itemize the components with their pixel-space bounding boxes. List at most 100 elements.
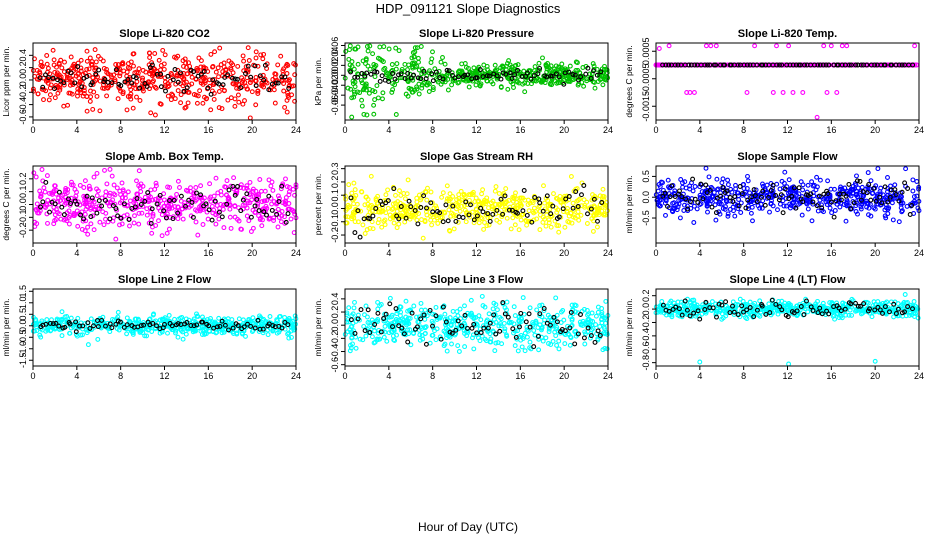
data-point: [113, 321, 119, 327]
data-point: [768, 187, 774, 193]
data-point: [100, 209, 106, 215]
data-point: [790, 62, 796, 68]
data-point: [899, 189, 905, 195]
data-point: [163, 215, 169, 221]
data-point: [363, 56, 369, 62]
data-point: [245, 63, 251, 69]
data-point: [561, 81, 567, 87]
data-point: [97, 219, 103, 225]
data-point: [272, 100, 278, 106]
data-point: [732, 213, 738, 219]
data-point: [53, 320, 59, 326]
data-point: [679, 194, 685, 200]
data-point: [844, 43, 850, 49]
data-point: [736, 203, 742, 209]
data-point: [885, 189, 890, 195]
data-point: [357, 234, 363, 240]
y-axis: -0.6-0.4-0.20.00.20.4: [18, 49, 33, 125]
data-point: [219, 106, 225, 112]
data-point: [430, 49, 435, 55]
data-point: [177, 185, 182, 190]
data-point: [134, 191, 140, 197]
x-tick-label: 24: [291, 371, 301, 381]
data-point: [206, 207, 212, 213]
data-point: [263, 319, 269, 324]
data-point: [284, 71, 290, 76]
data-point: [500, 300, 506, 306]
data-point: [418, 197, 424, 203]
data-point: [68, 70, 74, 76]
data-point: [591, 196, 597, 202]
y-axis-label: ml/min per min.: [313, 298, 323, 356]
data-point: [89, 62, 95, 68]
data-point: [136, 210, 142, 216]
data-point: [914, 179, 920, 184]
data-point: [346, 204, 352, 210]
panel-title: Slope Li-820 Pressure: [419, 28, 534, 40]
data-point: [515, 210, 520, 216]
data-point: [190, 214, 196, 220]
data-point: [873, 198, 879, 204]
x-tick-label: 20: [559, 125, 569, 135]
data-point: [599, 200, 605, 205]
data-point: [484, 73, 490, 79]
data-point: [671, 206, 677, 212]
data-point: [88, 214, 94, 220]
data-point: [581, 335, 587, 341]
data-point: [890, 217, 896, 223]
data-point: [425, 185, 430, 191]
data-point: [809, 218, 815, 224]
data-point: [872, 62, 878, 68]
data-point: [181, 88, 187, 94]
data-point: [287, 184, 292, 190]
data-point: [540, 214, 546, 220]
data-point: [663, 198, 669, 204]
data-point: [683, 196, 689, 202]
data-point: [78, 68, 84, 74]
data-point: [364, 70, 370, 76]
data-point: [369, 334, 375, 340]
data-point: [427, 307, 433, 313]
data-point: [91, 174, 97, 180]
data-point: [666, 62, 672, 68]
data-point: [418, 307, 424, 313]
data-point: [868, 197, 874, 203]
data-point: [422, 330, 428, 336]
data-point: [69, 65, 75, 71]
data-point: [277, 325, 283, 330]
data-point: [193, 219, 199, 225]
data-point: [498, 196, 504, 202]
data-point: [562, 328, 568, 334]
data-point: [232, 192, 238, 198]
data-point: [486, 311, 492, 317]
data-point: [365, 48, 371, 54]
data-point: [149, 230, 155, 236]
data-point: [493, 319, 499, 325]
data-point: [346, 305, 352, 311]
data-point: [136, 168, 142, 174]
data-point: [403, 208, 409, 214]
data-point: [169, 205, 175, 211]
data-point: [767, 209, 772, 215]
data-point: [707, 62, 713, 68]
data-point: [349, 190, 355, 196]
data-point: [570, 200, 576, 206]
data-point: [460, 215, 466, 220]
data-point: [588, 333, 594, 339]
x-tick-label: 12: [782, 125, 792, 135]
data-point: [175, 216, 181, 222]
data-point: [497, 328, 503, 334]
data-point: [230, 325, 236, 331]
data-point: [546, 341, 551, 346]
data-point: [375, 220, 381, 226]
data-point: [236, 218, 242, 224]
data-point: [447, 191, 453, 197]
data-point: [194, 66, 200, 71]
data-point: [858, 197, 864, 203]
data-point: [595, 304, 601, 310]
data-point: [851, 200, 857, 206]
data-point: [543, 335, 549, 341]
data-point: [363, 333, 369, 339]
data-point: [444, 348, 450, 354]
data-point: [368, 71, 374, 77]
